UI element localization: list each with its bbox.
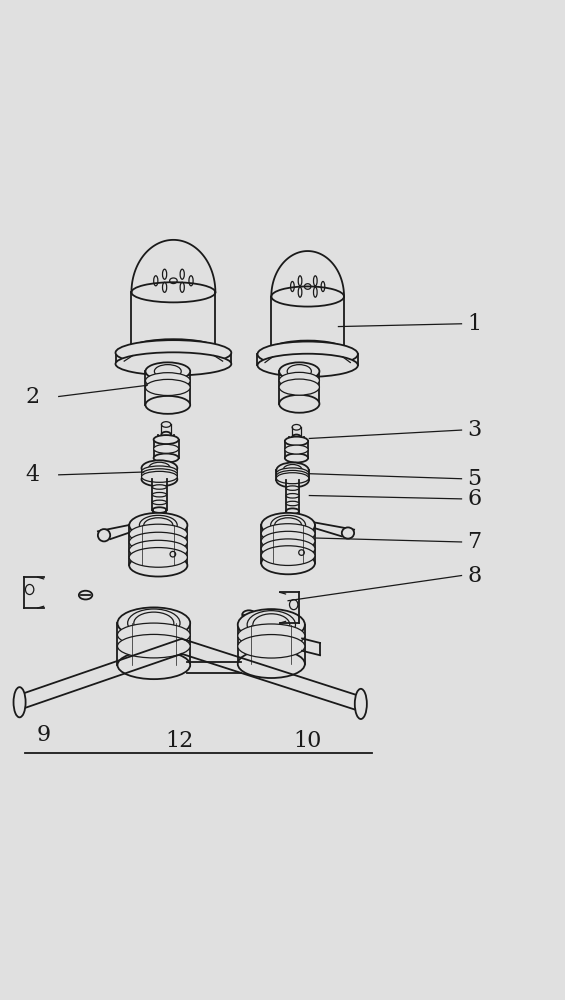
Ellipse shape: [158, 436, 174, 443]
Ellipse shape: [118, 623, 190, 647]
Ellipse shape: [152, 492, 167, 497]
Ellipse shape: [279, 362, 319, 380]
Ellipse shape: [129, 524, 188, 544]
Ellipse shape: [129, 554, 188, 577]
Ellipse shape: [276, 473, 309, 484]
Ellipse shape: [14, 687, 25, 717]
Ellipse shape: [258, 354, 358, 377]
Ellipse shape: [115, 340, 231, 365]
Ellipse shape: [279, 395, 319, 413]
Ellipse shape: [141, 469, 177, 480]
Ellipse shape: [261, 524, 315, 543]
Text: 1: 1: [467, 313, 481, 335]
Text: 2: 2: [25, 386, 40, 408]
Ellipse shape: [162, 432, 171, 437]
Ellipse shape: [261, 546, 315, 565]
Ellipse shape: [141, 472, 177, 486]
Ellipse shape: [355, 689, 367, 719]
Ellipse shape: [261, 539, 315, 559]
Ellipse shape: [132, 339, 215, 357]
Ellipse shape: [238, 650, 305, 678]
Ellipse shape: [292, 435, 301, 440]
Ellipse shape: [129, 513, 188, 537]
Ellipse shape: [261, 552, 315, 574]
Ellipse shape: [258, 342, 358, 367]
Ellipse shape: [276, 463, 309, 478]
Ellipse shape: [141, 471, 177, 482]
Ellipse shape: [279, 379, 319, 395]
Text: 7: 7: [467, 531, 481, 553]
Text: 10: 10: [294, 730, 322, 752]
Ellipse shape: [129, 532, 188, 552]
Ellipse shape: [118, 607, 190, 639]
Ellipse shape: [98, 529, 110, 541]
Text: 3: 3: [467, 419, 481, 441]
Ellipse shape: [286, 501, 299, 506]
Text: 5: 5: [467, 468, 481, 490]
Ellipse shape: [238, 624, 305, 647]
Ellipse shape: [285, 445, 308, 454]
Ellipse shape: [129, 540, 188, 560]
Ellipse shape: [152, 500, 167, 505]
Text: 4: 4: [25, 464, 40, 486]
Ellipse shape: [115, 352, 231, 375]
Ellipse shape: [141, 460, 177, 476]
Text: 9: 9: [36, 724, 50, 746]
Text: 12: 12: [165, 730, 193, 752]
Ellipse shape: [285, 437, 308, 446]
Ellipse shape: [118, 634, 190, 658]
Ellipse shape: [238, 635, 305, 658]
Ellipse shape: [154, 435, 179, 444]
Ellipse shape: [276, 473, 309, 487]
Ellipse shape: [289, 437, 304, 445]
Ellipse shape: [238, 609, 305, 640]
Text: 6: 6: [467, 488, 481, 510]
Ellipse shape: [271, 341, 344, 359]
Ellipse shape: [141, 466, 177, 477]
Ellipse shape: [154, 444, 179, 453]
Ellipse shape: [261, 531, 315, 551]
Ellipse shape: [145, 373, 190, 389]
Text: 8: 8: [467, 565, 481, 587]
Ellipse shape: [132, 282, 215, 302]
Ellipse shape: [286, 494, 299, 498]
Ellipse shape: [145, 396, 190, 414]
Ellipse shape: [276, 470, 309, 481]
Ellipse shape: [154, 454, 179, 463]
Ellipse shape: [285, 454, 308, 463]
Ellipse shape: [286, 486, 299, 490]
Ellipse shape: [261, 513, 315, 537]
Ellipse shape: [152, 507, 167, 513]
Ellipse shape: [271, 286, 344, 307]
Ellipse shape: [145, 379, 190, 395]
Ellipse shape: [286, 508, 299, 514]
Ellipse shape: [152, 485, 167, 489]
Ellipse shape: [279, 372, 319, 388]
Ellipse shape: [342, 527, 354, 539]
Ellipse shape: [118, 651, 190, 679]
Ellipse shape: [276, 468, 309, 479]
Ellipse shape: [145, 362, 190, 380]
Ellipse shape: [129, 548, 188, 567]
